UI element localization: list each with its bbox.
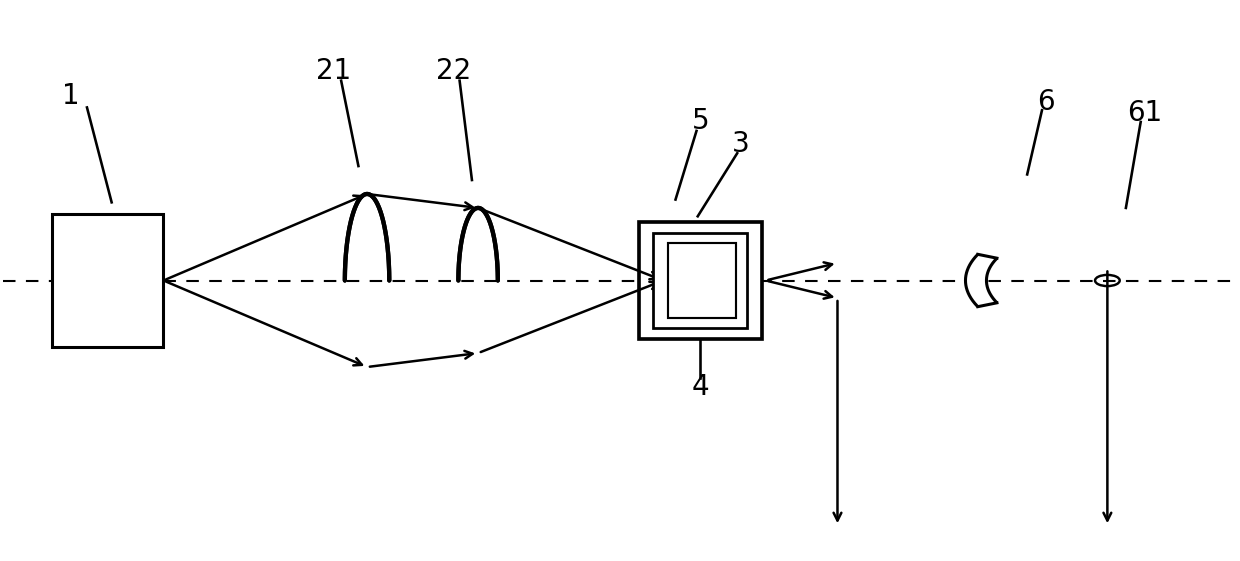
Polygon shape — [966, 254, 997, 307]
Bar — [653, 233, 746, 328]
Bar — [639, 222, 761, 339]
Text: 61: 61 — [1127, 99, 1162, 127]
Bar — [52, 214, 164, 347]
Text: 5: 5 — [692, 107, 709, 135]
Text: 3: 3 — [732, 130, 750, 158]
Text: 22: 22 — [435, 57, 471, 85]
Text: 4: 4 — [692, 373, 709, 401]
Text: 1: 1 — [62, 82, 79, 111]
Text: 6: 6 — [1037, 88, 1054, 116]
Text: 21: 21 — [316, 57, 351, 85]
Bar — [668, 242, 737, 319]
